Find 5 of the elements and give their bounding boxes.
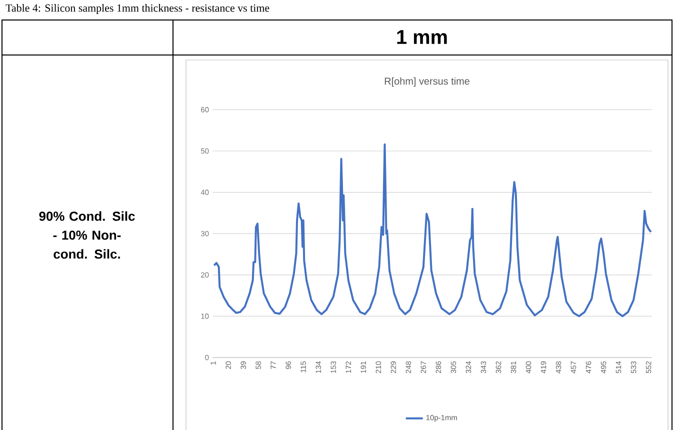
text: 90% Cond. Silc - 10% Non-cond. Silc. xyxy=(39,211,135,259)
chart-title: R[ohm] versus time xyxy=(384,77,470,87)
line-series xyxy=(213,143,652,318)
text: 1 mm xyxy=(397,30,447,44)
caption: Table 4: Silicon samples 1mm thickness - resistance vs time xyxy=(6,4,270,14)
